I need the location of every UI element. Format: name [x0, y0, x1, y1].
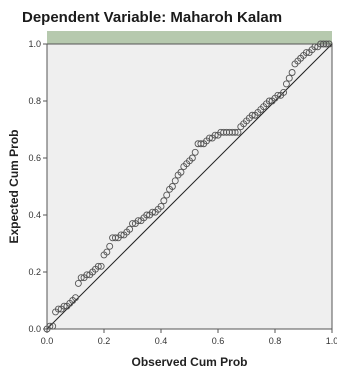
axis-ticks: 0.0 0.2 0.4 0.6 0.8 1.0 0.0 0.2 0.4 0.6 0.8 1.0	[28, 39, 337, 346]
data-point	[60, 302, 68, 310]
header-band	[47, 31, 332, 44]
data-point	[197, 140, 205, 148]
x-tick-label: 0.0	[41, 336, 54, 346]
data-point	[106, 242, 114, 250]
y-tick-label: 0.8	[28, 96, 41, 106]
data-point	[188, 154, 196, 162]
chart-title: Dependent Variable: Maharoh Kalam	[22, 9, 283, 26]
x-tick-label: 0.2	[98, 336, 111, 346]
data-point	[311, 43, 319, 51]
data-point	[94, 262, 102, 270]
data-point	[211, 131, 219, 139]
data-point	[163, 191, 171, 199]
data-point	[285, 74, 293, 82]
data-point	[117, 231, 125, 239]
data-point	[83, 271, 91, 279]
x-axis-label: Observed Cum Prob	[131, 355, 247, 369]
data-point	[168, 183, 176, 190]
x-tick-label: 0.8	[269, 336, 282, 346]
y-tick-label: 0.0	[28, 324, 41, 334]
data-point	[49, 322, 57, 330]
data-point	[234, 128, 242, 136]
data-point	[274, 91, 282, 99]
data-point	[205, 134, 213, 142]
data-point	[134, 217, 142, 225]
data-point	[282, 80, 290, 88]
data-point	[171, 177, 179, 185]
reference-line	[46, 43, 333, 330]
data-point	[280, 88, 287, 96]
y-tick-label: 0.4	[28, 210, 41, 220]
data-point	[77, 274, 85, 282]
data-point	[231, 128, 239, 136]
x-tick-label: 0.4	[155, 336, 168, 346]
data-point	[111, 234, 119, 242]
data-point	[46, 322, 54, 330]
data-point	[126, 225, 134, 233]
data-point	[72, 294, 79, 302]
data-point	[248, 111, 256, 119]
x-tick-label: 0.6	[212, 336, 225, 346]
data-points	[43, 40, 333, 333]
y-tick-label: 0.2	[28, 267, 41, 277]
data-point	[325, 40, 333, 48]
data-point	[302, 49, 310, 56]
data-point	[265, 97, 273, 105]
data-point	[322, 40, 330, 48]
data-point	[54, 305, 62, 313]
data-point	[157, 202, 165, 210]
x-tick-label: 1.0	[326, 336, 337, 346]
y-tick-label: 1.0	[28, 39, 41, 49]
data-point	[143, 211, 151, 219]
data-point	[129, 220, 136, 228]
data-point	[177, 168, 185, 176]
y-tick-label: 0.6	[28, 153, 41, 163]
data-point	[148, 208, 156, 216]
data-point	[74, 279, 82, 287]
data-point	[97, 262, 105, 270]
data-point	[160, 197, 168, 205]
data-point	[191, 148, 199, 156]
data-point	[103, 248, 111, 256]
data-point	[288, 69, 296, 76]
y-axis-label: Expected Cum Prob	[7, 129, 21, 243]
